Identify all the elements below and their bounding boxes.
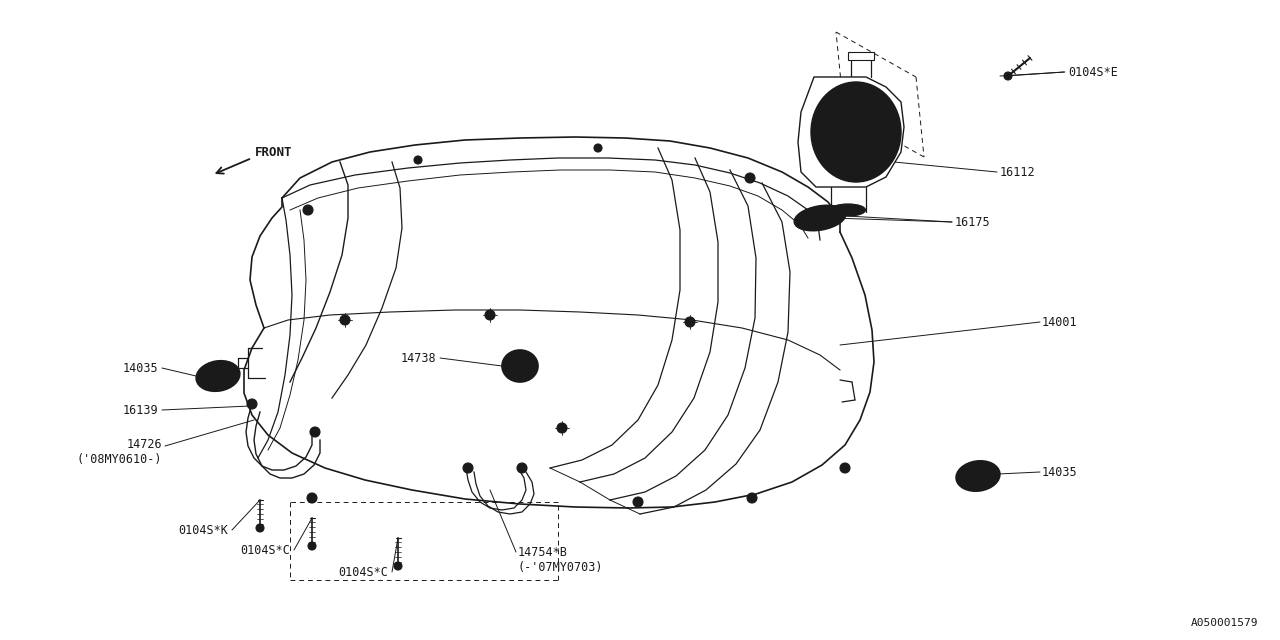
Ellipse shape [799,209,842,228]
Ellipse shape [204,367,232,385]
Text: 0104S*K: 0104S*K [178,524,228,536]
Circle shape [394,562,402,570]
Circle shape [840,463,850,473]
Circle shape [517,463,527,473]
Text: FRONT: FRONT [255,145,293,159]
Circle shape [340,315,349,325]
Text: 14035: 14035 [123,362,157,374]
Circle shape [1004,72,1012,80]
Circle shape [745,173,755,183]
Polygon shape [797,77,904,187]
Circle shape [310,427,320,437]
Circle shape [308,542,316,550]
Ellipse shape [837,111,876,153]
Text: ('08MY0610-): ('08MY0610-) [77,454,163,467]
Text: A050001579: A050001579 [1190,618,1258,628]
Ellipse shape [844,119,868,145]
Text: 14754*B: 14754*B [518,545,568,559]
Ellipse shape [964,467,992,485]
Ellipse shape [502,350,538,382]
Polygon shape [849,52,874,60]
Ellipse shape [960,464,996,488]
Ellipse shape [196,361,239,391]
Text: 14726: 14726 [127,438,163,451]
Ellipse shape [795,205,846,230]
Ellipse shape [200,364,236,388]
Circle shape [557,423,567,433]
Circle shape [247,399,257,409]
Ellipse shape [956,461,1000,491]
Ellipse shape [831,204,865,216]
Circle shape [594,144,602,152]
Text: 0104S*C: 0104S*C [241,543,291,557]
Text: 14001: 14001 [1042,316,1078,328]
Text: 0104S*C: 0104S*C [338,566,388,579]
Ellipse shape [506,353,534,378]
Text: 0104S*E: 0104S*E [1068,65,1117,79]
Circle shape [307,493,317,503]
Circle shape [303,205,314,215]
Text: 14738: 14738 [401,351,436,365]
Circle shape [634,497,643,507]
Circle shape [256,524,264,532]
Ellipse shape [829,102,883,162]
Circle shape [413,156,422,164]
Circle shape [485,310,495,320]
Circle shape [748,493,756,503]
Text: (-'07MY0703): (-'07MY0703) [518,561,603,575]
Text: 14035: 14035 [1042,465,1078,479]
Ellipse shape [812,82,901,182]
Text: 16112: 16112 [1000,166,1036,179]
Text: 16175: 16175 [955,216,991,228]
Ellipse shape [820,93,891,171]
Circle shape [463,463,474,473]
Circle shape [685,317,695,327]
Text: 16139: 16139 [123,403,157,417]
